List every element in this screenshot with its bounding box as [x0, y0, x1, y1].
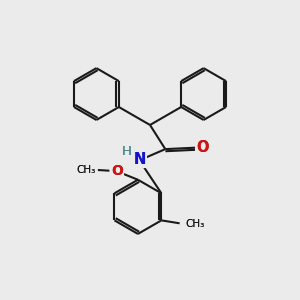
Text: O: O	[111, 164, 123, 178]
Text: CH₃: CH₃	[185, 219, 205, 229]
Text: CH₃: CH₃	[76, 165, 95, 175]
Text: O: O	[196, 140, 209, 155]
Text: O: O	[196, 140, 209, 155]
Text: N: N	[133, 152, 145, 166]
Text: CH₃: CH₃	[185, 219, 205, 229]
Text: H: H	[122, 145, 131, 158]
Text: O: O	[111, 164, 123, 178]
Text: N: N	[133, 152, 145, 166]
Text: O: O	[111, 164, 123, 178]
Text: O: O	[196, 140, 209, 155]
Text: N: N	[133, 152, 145, 166]
Text: CH₃: CH₃	[76, 165, 95, 175]
Text: H: H	[122, 145, 131, 158]
